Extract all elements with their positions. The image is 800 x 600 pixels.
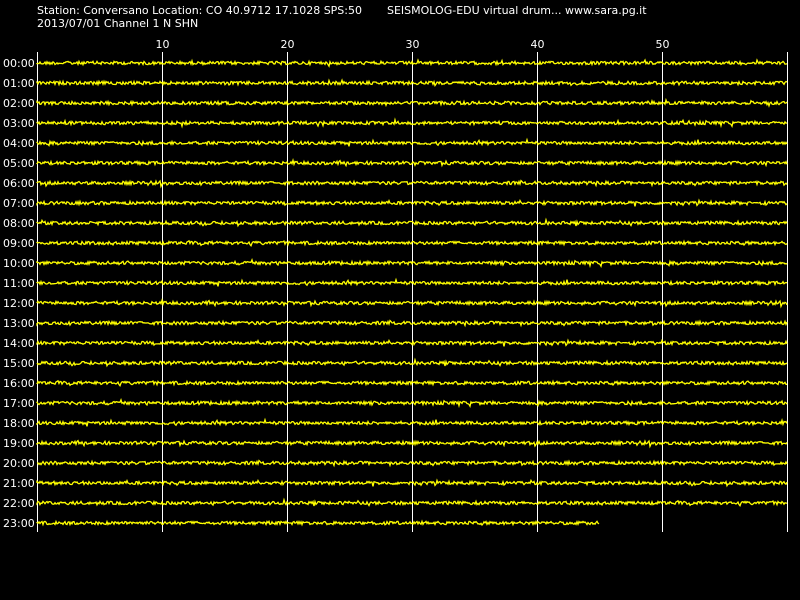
trace-0000 <box>36 58 788 68</box>
hour-label-0800: 08:00 <box>3 217 35 230</box>
hour-label-2000: 20:00 <box>3 457 35 470</box>
hour-label-1900: 19:00 <box>3 437 35 450</box>
hour-label-1000: 10:00 <box>3 257 35 270</box>
trace-0700 <box>36 198 788 207</box>
trace-1100 <box>36 277 788 287</box>
app-title-text: SEISMOLOG-EDU virtual drum... www.sara.p… <box>387 4 647 17</box>
date-channel-text: 2013/07/01 Channel 1 N SHN <box>37 17 199 30</box>
hour-label-1100: 11:00 <box>3 277 35 290</box>
hour-label-1300: 13:00 <box>3 317 35 330</box>
hour-label-1400: 14:00 <box>3 337 35 350</box>
trace-1800 <box>36 417 788 427</box>
hour-label-2300: 23:00 <box>3 517 35 530</box>
x-tick-label-30: 30 <box>406 38 420 51</box>
trace-0500 <box>36 158 788 168</box>
trace-1200 <box>36 298 788 309</box>
hour-label-0400: 04:00 <box>3 137 35 150</box>
trace-2300 <box>36 519 600 527</box>
x-tick-labels: 10 20 30 40 50 <box>156 38 670 51</box>
x-tick-label-20: 20 <box>281 38 295 51</box>
trace-1500 <box>36 357 788 368</box>
trace-0300 <box>36 117 788 129</box>
hour-label-0200: 02:00 <box>3 97 35 110</box>
hour-label-0100: 01:00 <box>3 77 35 90</box>
hour-label-0600: 06:00 <box>3 177 35 190</box>
trace-0600 <box>36 179 788 189</box>
hour-label-1200: 12:00 <box>3 297 35 310</box>
seismic-traces <box>36 58 788 527</box>
trace-2100 <box>36 478 788 488</box>
trace-1400 <box>36 338 788 347</box>
trace-0200 <box>36 97 788 108</box>
hour-label-1800: 18:00 <box>3 417 35 430</box>
hour-label-2200: 22:00 <box>3 497 35 510</box>
grid-lines <box>37 52 788 532</box>
station-info-text: Station: Conversano Location: CO 40.9712… <box>37 4 362 17</box>
trace-0900 <box>36 239 788 247</box>
hour-label-1500: 15:00 <box>3 357 35 370</box>
x-tick-label-40: 40 <box>531 38 545 51</box>
hour-label-0700: 07:00 <box>3 197 35 210</box>
trace-2200 <box>36 497 787 507</box>
hour-label-2100: 21:00 <box>3 477 35 490</box>
hour-label-0900: 09:00 <box>3 237 35 250</box>
x-tick-label-10: 10 <box>156 38 170 51</box>
trace-2000 <box>36 459 788 468</box>
trace-0800 <box>36 217 788 228</box>
hour-label-0300: 03:00 <box>3 117 35 130</box>
hour-label-1700: 17:00 <box>3 397 35 410</box>
trace-1900 <box>36 439 788 449</box>
trace-0400 <box>36 137 788 147</box>
trace-1300 <box>36 319 788 328</box>
trace-1000 <box>36 257 788 269</box>
hour-labels: 00:00 01:00 02:00 03:00 04:00 05:00 06:00 07:00… <box>3 57 35 530</box>
hour-label-0000: 00:00 <box>3 57 35 70</box>
trace-1600 <box>36 379 787 387</box>
x-tick-label-50: 50 <box>656 38 670 51</box>
trace-1700 <box>36 397 788 409</box>
trace-0100 <box>36 78 788 87</box>
hour-label-1600: 16:00 <box>3 377 35 390</box>
hour-label-0500: 05:00 <box>3 157 35 170</box>
